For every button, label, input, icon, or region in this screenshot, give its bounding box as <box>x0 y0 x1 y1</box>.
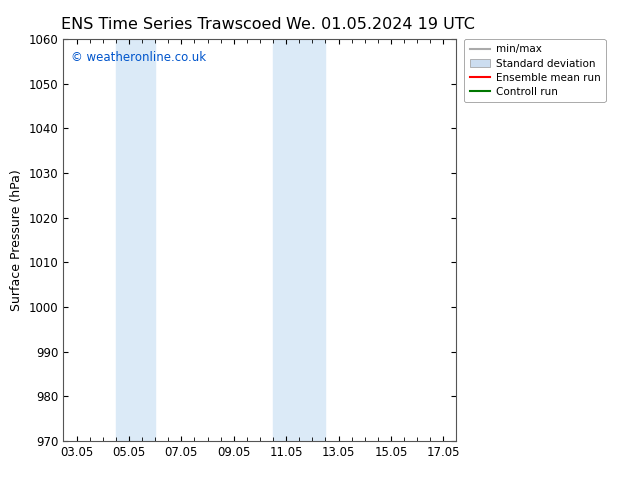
Text: ENS Time Series Trawscoed: ENS Time Series Trawscoed <box>61 17 281 32</box>
Text: We. 01.05.2024 19 UTC: We. 01.05.2024 19 UTC <box>286 17 475 32</box>
Bar <box>116 39 155 441</box>
Y-axis label: Surface Pressure (hPa): Surface Pressure (hPa) <box>10 169 23 311</box>
Bar <box>273 39 325 441</box>
Text: © weatheronline.co.uk: © weatheronline.co.uk <box>71 51 207 64</box>
Legend: min/max, Standard deviation, Ensemble mean run, Controll run: min/max, Standard deviation, Ensemble me… <box>464 39 605 102</box>
